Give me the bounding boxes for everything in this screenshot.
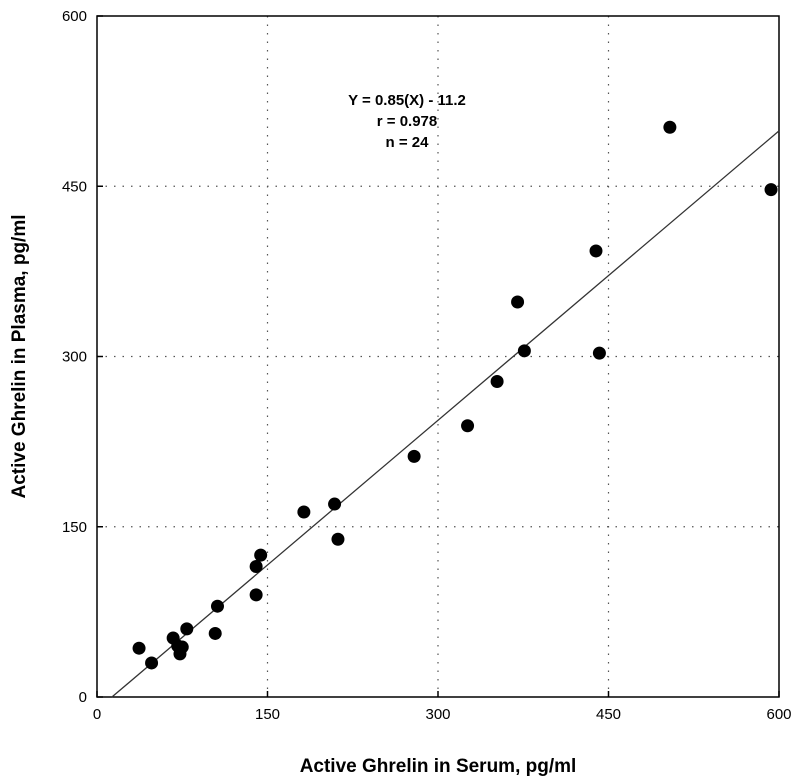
- data-point: [490, 374, 504, 388]
- y-tick-label: 150: [62, 519, 87, 536]
- annotation-line: Y = 0.85(X) - 11.2: [348, 92, 466, 109]
- x-tick-label: 450: [596, 706, 621, 723]
- x-tick-label: 0: [93, 706, 101, 723]
- y-tick-label: 450: [62, 178, 87, 195]
- regression-annotation: Y = 0.85(X) - 11.2 r = 0.978 n = 24: [348, 92, 466, 151]
- data-point: [511, 295, 525, 309]
- data-point: [461, 419, 475, 433]
- x-tick-label: 150: [255, 706, 280, 723]
- data-point: [175, 640, 189, 654]
- x-tick-label: 300: [425, 706, 450, 723]
- y-tick-label: 600: [62, 8, 87, 25]
- regression-line: [111, 130, 780, 698]
- data-point: [132, 641, 146, 655]
- data-point: [764, 183, 778, 197]
- grid-lines: [97, 16, 779, 697]
- data-point: [145, 656, 159, 670]
- data-point: [249, 588, 263, 602]
- axis-ticks: 0 150 300 450 600 0 150 300 450 600: [62, 8, 792, 723]
- data-point: [407, 449, 421, 463]
- y-tick-label: 300: [62, 349, 87, 366]
- data-points: [132, 120, 778, 670]
- data-point: [328, 497, 342, 511]
- x-tick-label: 600: [766, 706, 791, 723]
- data-point: [208, 626, 222, 640]
- annotation-line: r = 0.978: [377, 113, 437, 130]
- data-point: [589, 244, 603, 258]
- data-point: [210, 599, 224, 613]
- y-tick-label: 0: [79, 689, 87, 706]
- data-point: [180, 622, 194, 636]
- data-point: [331, 532, 345, 546]
- annotation-line: n = 24: [386, 134, 430, 151]
- data-point: [592, 346, 606, 360]
- data-point: [297, 505, 311, 519]
- data-point: [249, 559, 263, 573]
- x-axis-title: Active Ghrelin in Serum, pg/ml: [300, 756, 577, 777]
- data-point: [663, 120, 677, 134]
- y-axis-title: Active Ghrelin in Plasma, pg/ml: [9, 214, 30, 498]
- data-point: [517, 344, 531, 358]
- data-point: [254, 548, 268, 562]
